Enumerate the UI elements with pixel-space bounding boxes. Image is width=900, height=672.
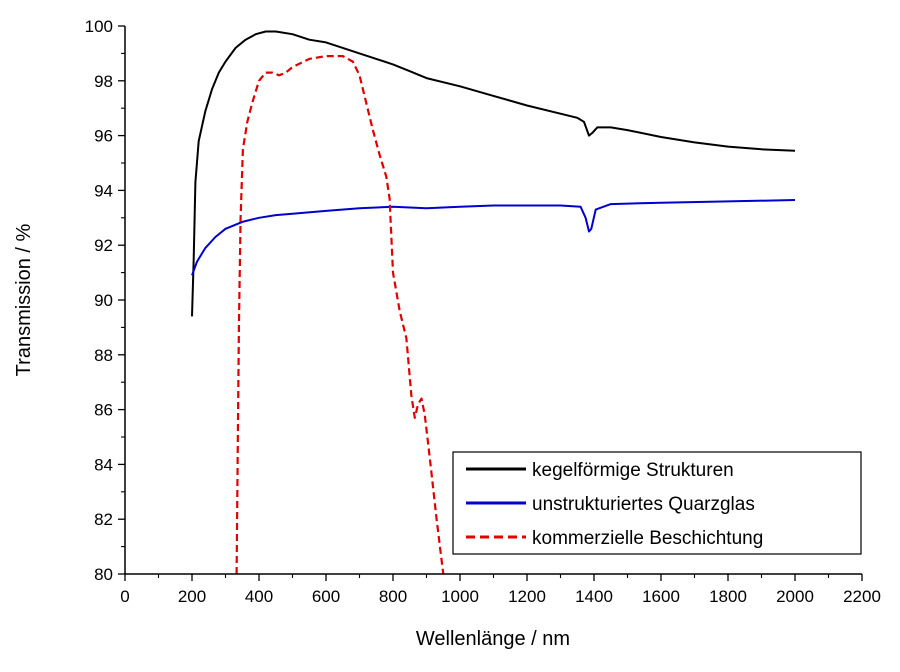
y-axis-ticks: 80 82 84 86 88 90 92 94 96 98 100 [85, 17, 125, 584]
y-tick-label: 92 [94, 236, 113, 255]
axes: 0 200 400 600 800 1000 1200 1400 1600 1800 2000 220… [85, 17, 881, 606]
legend-label-kommerzielle-beschichtung: kommerzielle Beschichtung [532, 528, 763, 549]
y-tick-label: 98 [94, 72, 113, 91]
legend-label-kegelfoermige-strukturen: kegelförmige Strukturen [532, 460, 734, 481]
y-tick-label: 90 [94, 291, 113, 310]
series-line-kommerzielle-beschichtung [235, 55, 445, 575]
series-line-unstrukturiertes-quarzglas [191, 199, 796, 276]
x-tick-label: 1000 [441, 587, 479, 606]
x-tick-label: 0 [120, 587, 129, 606]
y-tick-label: 88 [94, 346, 113, 365]
y-tick-label: 96 [94, 127, 113, 146]
y-tick-label: 100 [85, 17, 113, 36]
x-axis-title: Wellenlänge / nm [416, 628, 570, 650]
x-axis-ticks: 0 200 400 600 800 1000 1200 1400 1600 1800 2000 220… [120, 574, 881, 606]
y-tick-label: 82 [94, 510, 113, 529]
x-tick-label: 200 [178, 587, 206, 606]
x-tick-label: 1200 [508, 587, 546, 606]
x-tick-label: 1400 [575, 587, 613, 606]
x-tick-label: 1800 [709, 587, 747, 606]
x-tick-label: 600 [312, 587, 340, 606]
x-tick-label: 2200 [843, 587, 881, 606]
y-axis-title: Transmission / % [13, 223, 35, 376]
legend-items: kegelförmige Strukturen unstrukturiertes … [466, 460, 763, 549]
y-tick-label: 94 [94, 181, 113, 200]
legend: kegelförmige Strukturen unstrukturiertes … [452, 451, 862, 555]
y-tick-label: 86 [94, 401, 113, 420]
x-tick-label: 800 [379, 587, 407, 606]
plot-area [191, 30, 796, 575]
x-tick-label: 1600 [642, 587, 680, 606]
y-tick-label: 84 [94, 455, 113, 474]
y-tick-label: 80 [94, 565, 113, 584]
legend-label-unstrukturiertes-quarzglas: unstrukturiertes Quarzglas [532, 494, 755, 515]
x-tick-label: 2000 [776, 587, 814, 606]
x-tick-label: 400 [245, 587, 273, 606]
series-line-kegelfoermige-strukturen [191, 30, 796, 317]
series-layer [191, 30, 796, 575]
